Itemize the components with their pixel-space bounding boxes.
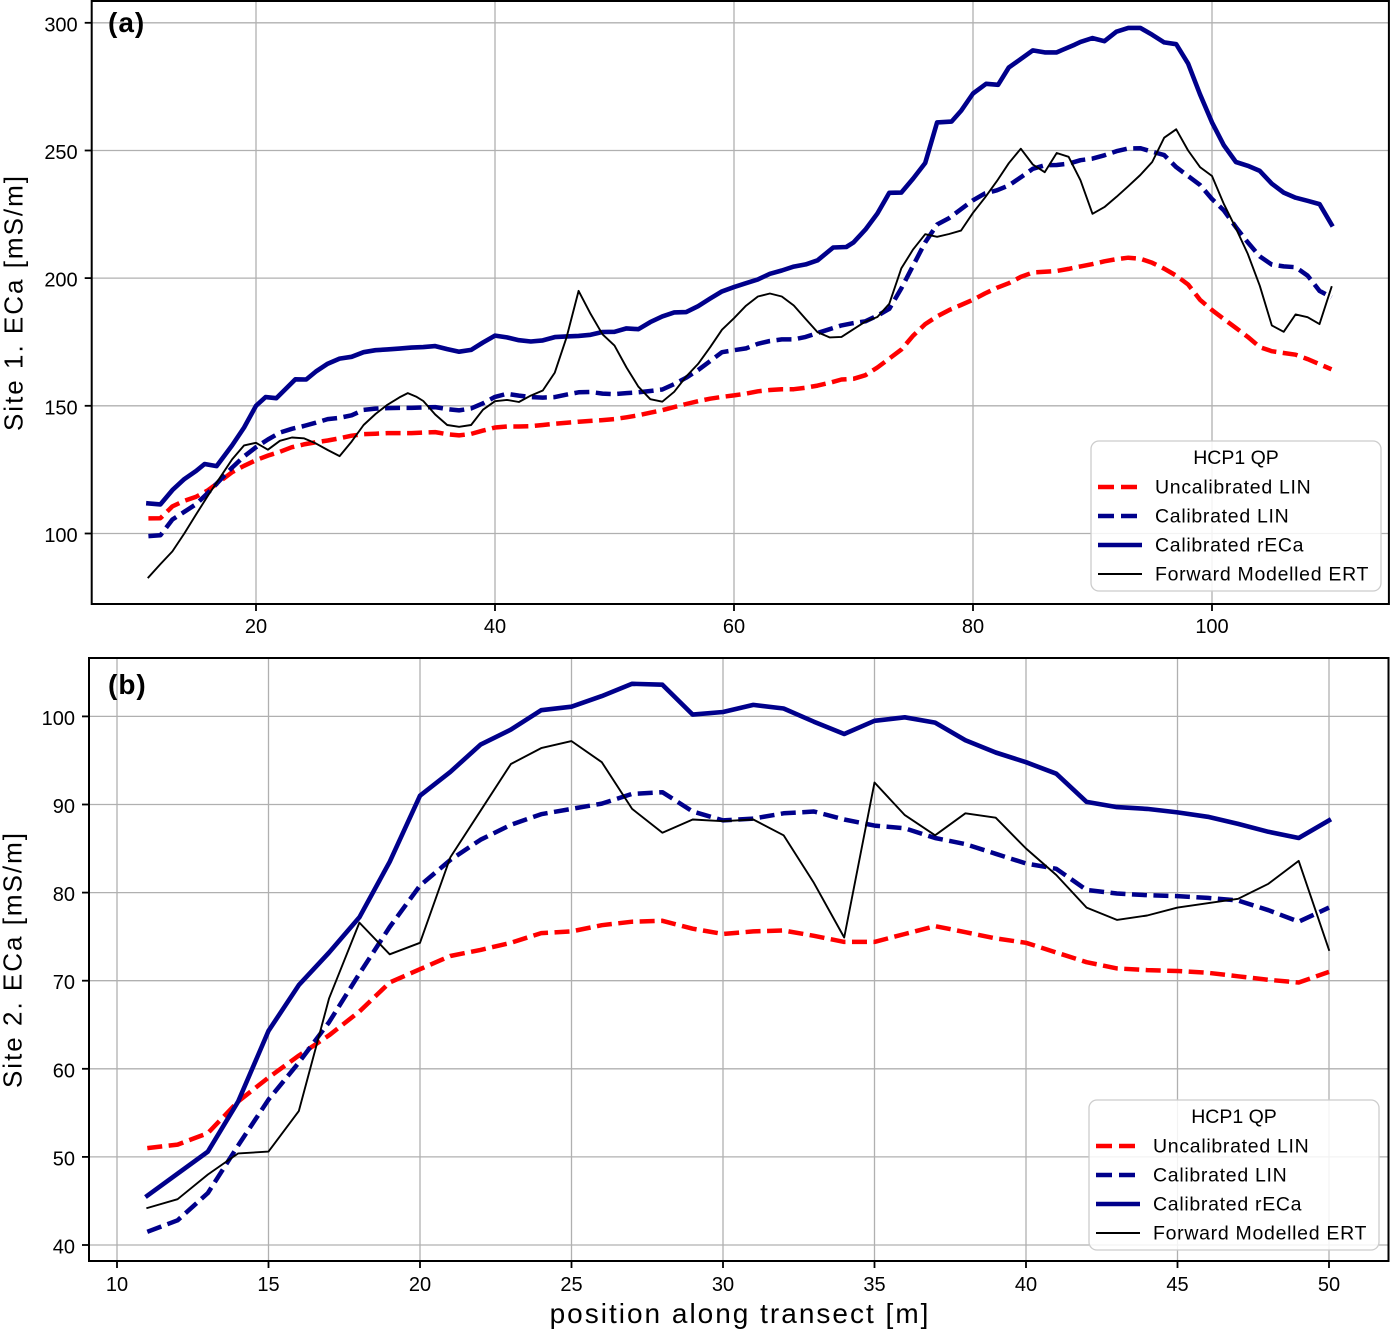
svg-text:Calibrated LIN: Calibrated LIN — [1155, 506, 1289, 528]
svg-text:Site 2. ECa [mS/m]: Site 2. ECa [mS/m] — [0, 831, 28, 1088]
svg-text:100: 100 — [42, 708, 75, 730]
svg-text:Site 1. ECa [mS/m]: Site 1. ECa [mS/m] — [0, 174, 29, 431]
svg-text:60: 60 — [53, 1060, 75, 1082]
svg-text:(a): (a) — [108, 7, 145, 38]
svg-text:(b): (b) — [108, 669, 147, 700]
svg-text:20: 20 — [409, 1274, 431, 1296]
svg-text:50: 50 — [1318, 1274, 1340, 1296]
svg-text:Forward Modelled ERT: Forward Modelled ERT — [1153, 1223, 1367, 1245]
svg-text:80: 80 — [962, 616, 984, 638]
svg-text:200: 200 — [44, 270, 77, 292]
svg-text:Uncalibrated LIN: Uncalibrated LIN — [1155, 477, 1311, 499]
svg-text:70: 70 — [53, 972, 75, 994]
svg-text:300: 300 — [44, 14, 77, 36]
svg-text:50: 50 — [53, 1148, 75, 1170]
svg-text:90: 90 — [53, 796, 75, 818]
svg-text:25: 25 — [560, 1274, 582, 1296]
svg-text:60: 60 — [723, 616, 745, 638]
svg-text:Calibrated LIN: Calibrated LIN — [1153, 1165, 1287, 1187]
svg-text:40: 40 — [484, 616, 506, 638]
svg-text:Forward Modelled ERT: Forward Modelled ERT — [1155, 564, 1369, 586]
svg-text:150: 150 — [44, 397, 77, 419]
svg-text:100: 100 — [44, 525, 77, 547]
svg-text:250: 250 — [44, 142, 77, 164]
svg-text:35: 35 — [863, 1274, 885, 1296]
svg-text:40: 40 — [53, 1237, 75, 1259]
svg-text:20: 20 — [245, 616, 267, 638]
svg-text:HCP1 QP: HCP1 QP — [1193, 447, 1279, 469]
svg-text:HCP1 QP: HCP1 QP — [1191, 1106, 1277, 1128]
svg-text:position along transect [m]: position along transect [m] — [550, 1298, 931, 1329]
svg-text:100: 100 — [1195, 616, 1228, 638]
svg-text:30: 30 — [712, 1274, 734, 1296]
svg-text:10: 10 — [106, 1274, 128, 1296]
svg-text:15: 15 — [257, 1274, 279, 1296]
svg-text:80: 80 — [53, 884, 75, 906]
svg-text:Calibrated rECa: Calibrated rECa — [1153, 1194, 1302, 1216]
svg-text:45: 45 — [1166, 1274, 1188, 1296]
svg-text:Uncalibrated LIN: Uncalibrated LIN — [1153, 1136, 1309, 1158]
svg-text:Calibrated rECa: Calibrated rECa — [1155, 535, 1304, 557]
svg-text:40: 40 — [1015, 1274, 1037, 1296]
